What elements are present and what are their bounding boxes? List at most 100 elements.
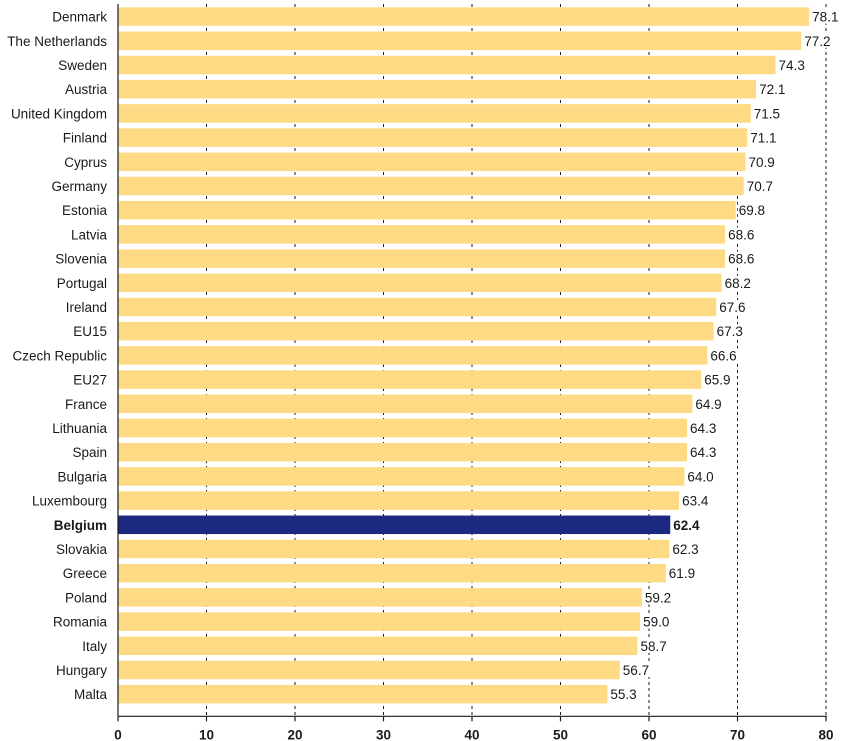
bar-hungary <box>118 660 620 680</box>
value-label-backing <box>671 542 702 556</box>
value-label: 71.5 <box>754 106 780 121</box>
category-label: Lithuania <box>52 421 107 436</box>
x-tick-label: 10 <box>199 727 214 741</box>
category-label: Denmark <box>52 10 107 25</box>
value-label-backing <box>643 590 674 605</box>
category-label: Portugal <box>57 276 107 291</box>
value-label: 68.6 <box>728 252 754 267</box>
bars <box>118 7 810 704</box>
category-label: The Netherlands <box>7 34 107 49</box>
bar-bulgaria <box>118 467 685 486</box>
value-label-backing <box>689 445 720 460</box>
value-label: 74.3 <box>779 58 805 73</box>
value-label-backing <box>811 9 842 24</box>
category-label: France <box>65 397 107 412</box>
bar-cyprus <box>118 152 746 172</box>
value-label: 70.9 <box>748 155 774 170</box>
value-label: 61.9 <box>669 566 695 581</box>
value-label-backing <box>639 638 670 653</box>
bar-ireland <box>118 297 717 317</box>
category-label: Malta <box>74 687 108 702</box>
value-label: 64.3 <box>690 421 716 436</box>
value-label-backing <box>609 687 640 702</box>
axes: 0 10 20 30 40 50 60 70 80 <box>114 4 834 741</box>
category-label: EU15 <box>73 324 107 339</box>
category-label: Ireland <box>66 300 107 315</box>
bar-france <box>118 394 693 414</box>
value-label: 77.2 <box>804 34 830 49</box>
value-label: 68.2 <box>725 276 751 291</box>
value-label-backing <box>723 275 754 290</box>
category-label: Slovenia <box>55 252 107 267</box>
x-tick-label: 40 <box>464 727 479 741</box>
category-label: Spain <box>72 445 107 460</box>
category-label: Belgium <box>54 518 107 533</box>
x-tick-label: 60 <box>641 727 656 741</box>
category-label: Estonia <box>62 203 108 218</box>
value-label: 69.8 <box>739 203 765 218</box>
category-label: Austria <box>65 82 108 97</box>
bar-romania <box>118 612 641 631</box>
x-tick-label: 30 <box>376 727 391 741</box>
value-label: 68.6 <box>728 227 754 242</box>
bar-malta <box>118 684 608 704</box>
value-label: 62.3 <box>672 542 698 557</box>
value-label: 64.0 <box>687 469 713 484</box>
bar-greece <box>118 563 666 583</box>
bar-eu15 <box>118 321 714 341</box>
category-label: Italy <box>82 639 107 654</box>
value-label-backing <box>747 154 778 169</box>
category-label: Cyprus <box>64 155 107 170</box>
bar-austria <box>118 79 757 99</box>
value-label: 58.7 <box>641 639 667 654</box>
bar-poland <box>118 588 642 607</box>
value-label: 59.0 <box>643 615 669 630</box>
x-tick-label: 80 <box>818 727 833 741</box>
x-tick-label: 0 <box>114 727 122 741</box>
value-label-backing <box>694 396 725 411</box>
bar-latvia <box>118 225 726 244</box>
bar-eu27 <box>118 370 702 389</box>
bar-the-netherlands <box>118 31 802 51</box>
value-label-backing <box>737 203 768 218</box>
category-label: Romania <box>53 615 108 630</box>
category-label: Finland <box>63 131 107 146</box>
bar-czech-republic <box>118 346 708 365</box>
bar-finland <box>118 128 748 147</box>
value-label: 67.3 <box>717 324 743 339</box>
value-label-backing <box>686 469 717 484</box>
category-label: Czech Republic <box>12 348 107 363</box>
value-label-backing <box>715 324 746 339</box>
bar-belgium <box>118 515 671 535</box>
value-label-backing <box>681 493 712 508</box>
bar-luxembourg <box>118 491 680 510</box>
bar-estonia <box>118 200 736 220</box>
value-label: 65.9 <box>704 373 730 388</box>
category-label: Poland <box>65 590 107 605</box>
bar-spain <box>118 442 688 462</box>
category-label: Bulgaria <box>57 469 107 484</box>
value-label: 64.9 <box>695 397 721 412</box>
bar-germany <box>118 176 744 196</box>
value-label: 70.7 <box>747 179 773 194</box>
value-label-backing <box>749 130 780 145</box>
category-label: Sweden <box>58 58 107 73</box>
value-label-backing <box>803 33 834 48</box>
value-label: 72.1 <box>759 82 785 97</box>
bar-italy <box>118 636 638 656</box>
value-label: 59.2 <box>645 590 671 605</box>
category-label: Germany <box>51 179 107 194</box>
category-label: Slovakia <box>56 542 108 557</box>
value-label-backing <box>727 251 758 266</box>
category-label: Greece <box>63 566 107 581</box>
value-label: 67.6 <box>719 300 745 315</box>
x-tick-label: 70 <box>730 727 745 741</box>
category-label: Hungary <box>56 663 107 678</box>
value-label: 56.7 <box>623 663 649 678</box>
category-label: Latvia <box>71 227 108 242</box>
value-label: 55.3 <box>610 687 636 702</box>
value-label-backing <box>777 58 808 72</box>
value-label-backing <box>689 421 720 435</box>
category-label: EU27 <box>73 373 107 388</box>
